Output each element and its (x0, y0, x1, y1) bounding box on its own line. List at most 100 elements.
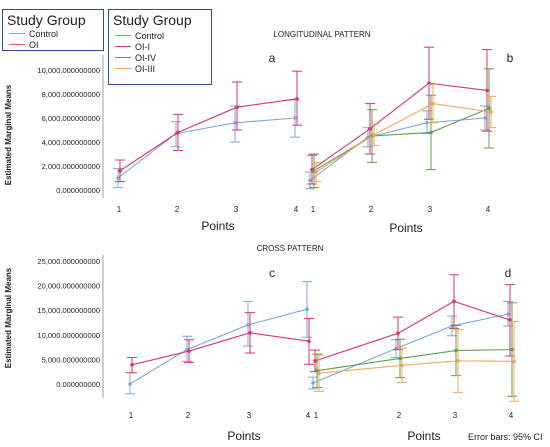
panel-label-c: c (269, 266, 275, 280)
data-point (506, 312, 510, 316)
x-axis-label-d: Points (407, 429, 440, 443)
legend-swatch-oi-i (115, 46, 131, 47)
x-tick-label: 2 (175, 205, 180, 214)
series-line (117, 117, 296, 179)
data-point (368, 127, 372, 131)
y-tick-label: 4,000.000000000 (42, 138, 100, 147)
series-control (125, 281, 312, 395)
legend-item-oi-iii: OI-III (115, 63, 211, 74)
data-point (130, 363, 134, 367)
x-axis-label-a: Points (201, 219, 234, 233)
series-line (318, 360, 515, 374)
x-tick-label: 2 (186, 411, 191, 420)
series-line (315, 103, 492, 173)
y-tick-label: 8,000.000000000 (42, 90, 100, 99)
series-oi (127, 312, 314, 374)
section-title-bottom: CROSS PATTERN (257, 244, 324, 253)
legend-item-oi-i: OI-I (115, 41, 211, 52)
y-axis-label-top: Estimated Marginal Means (4, 84, 13, 185)
x-ticks: 1 2 3 4 1 2 3 41 2 3 4 1 2 3 4 (117, 205, 514, 420)
legend-study-group-large: Study Group Control OI-I OI-IV OI-III (108, 9, 212, 85)
x-tick-label: 4 (294, 205, 299, 214)
legend-item-control: Control (9, 28, 103, 39)
data-point (487, 106, 491, 111)
y-tick-label: 5,000.000000000 (42, 355, 100, 364)
panel-label-d: d (505, 266, 512, 280)
data-point (489, 110, 493, 114)
series-oi-i (307, 46, 492, 185)
data-point (483, 116, 487, 120)
x-axis-label-b: Points (389, 221, 422, 235)
series-line (312, 313, 509, 384)
legend-label: OI (29, 39, 39, 50)
data-point (293, 116, 297, 120)
x-tick-label: 4 (509, 411, 514, 420)
series-line (131, 332, 310, 366)
data-point (235, 105, 239, 109)
data-point (313, 359, 317, 363)
data-point (311, 381, 315, 385)
data-point (233, 121, 237, 125)
x-axis-label-c: Points (227, 429, 260, 443)
panel-label-a: a (269, 51, 276, 65)
data-point (425, 121, 429, 125)
legend-item-control: Control (115, 30, 211, 41)
legend-label: Control (135, 30, 165, 41)
legend-label: OI-IV (135, 52, 157, 63)
x-tick-label: 3 (234, 205, 239, 214)
y-tick-label: 0.000000000 (56, 186, 100, 195)
series-oi-iv (309, 68, 494, 189)
data-point (116, 176, 120, 180)
x-tick-label: 4 (306, 411, 311, 420)
series-oi-iii (311, 83, 496, 183)
data-point (317, 371, 321, 375)
data-point (128, 382, 132, 386)
data-point (452, 299, 456, 304)
legend-study-group-small: Study Group Control OI (2, 9, 104, 51)
data-point (454, 348, 458, 353)
data-point (248, 331, 252, 335)
legend-swatch-control (115, 35, 131, 36)
legend-swatch-control (9, 33, 25, 34)
legend-swatch-oi-iii (115, 68, 131, 69)
legend-label: OI-I (135, 41, 150, 52)
series-line (314, 300, 511, 362)
y-tick-label: 6,000.000000000 (42, 114, 100, 123)
x-tick-label: 3 (428, 205, 433, 214)
data-point (307, 339, 311, 343)
legend-title: Study Group (113, 12, 192, 28)
x-tick-label: 1 (129, 411, 134, 420)
data-point (510, 347, 514, 352)
data-point (308, 178, 312, 183)
data-point (305, 307, 309, 312)
series-oi-iv (312, 302, 517, 397)
legend-title: Study Group (7, 12, 86, 28)
data-point (485, 88, 489, 93)
y-tick-label: 25,000.000000000 (37, 257, 100, 266)
data-point (429, 130, 433, 135)
y-tick-label: 0.000000000 (56, 380, 100, 389)
data-point (246, 323, 250, 327)
y-tick-label: 10,000.000000000 (37, 331, 100, 340)
series-oi (115, 70, 302, 183)
y-ticks: 0.000000000 2,000.000000000 4,000.00000000… (37, 66, 100, 389)
x-tick-label: 1 (314, 411, 319, 420)
series-oi-iii (314, 321, 519, 402)
data-point (396, 331, 400, 336)
x-tick-label: 2 (397, 411, 402, 420)
series-line (316, 349, 513, 372)
data-point (187, 349, 191, 353)
panel-label-b: b (507, 51, 514, 65)
x-tick-label: 3 (247, 411, 252, 420)
data-point (314, 170, 318, 174)
y-tick-label: 20,000.000000000 (37, 282, 100, 291)
series-line (311, 82, 488, 171)
data-point (315, 368, 319, 373)
data-point (431, 101, 435, 106)
data-point (295, 97, 299, 101)
y-tick-label: 2,000.000000000 (42, 162, 100, 171)
legend-item-oi: OI (9, 39, 103, 50)
legend-label: OI-III (135, 63, 155, 74)
legend-item-oi-iv: OI-IV (115, 52, 211, 63)
